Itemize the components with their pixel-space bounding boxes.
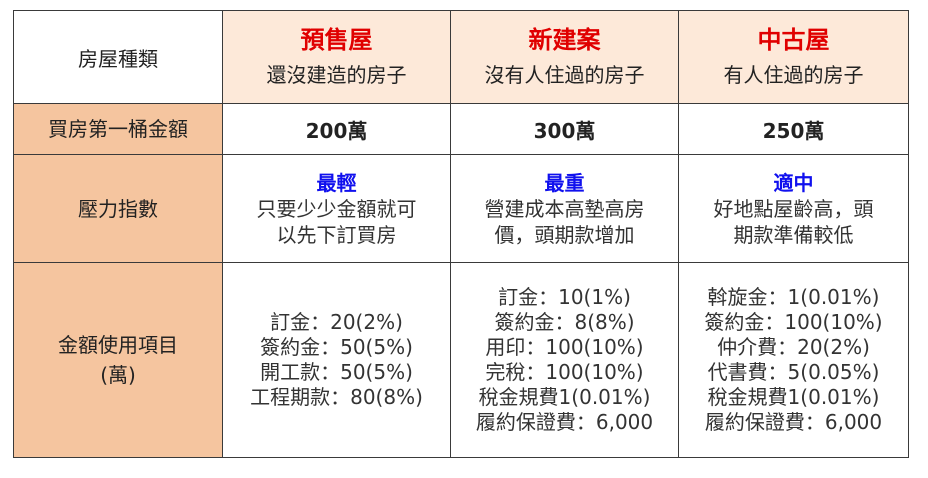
col-header-pre-owned: 中古屋 有人住過的房子	[678, 10, 909, 104]
list-item: 開工款：50(5%)	[260, 360, 413, 384]
col-title: 中古屋	[757, 26, 830, 54]
list-item: 簽約金：100(10%)	[704, 310, 883, 334]
col-header-presale: 預售屋 還沒建造的房子	[222, 10, 451, 104]
stress-level: 最重	[544, 170, 585, 195]
stress-desc-line: 只要少少金額就可	[256, 196, 417, 221]
stress-cell: 適中 好地點屋齡高，頭 期款準備較低	[678, 154, 909, 263]
first-payment-value: 250萬	[678, 103, 909, 155]
col-title: 新建案	[528, 26, 601, 54]
stress-index-row: 壓力指數 最輕 只要少少金額就可 以先下訂買房 最重 營建成本高墊高房 價，頭期…	[13, 154, 909, 263]
header-row: 房屋種類 預售屋 還沒建造的房子 新建案 沒有人住過的房子 中古屋 有人住過的房…	[13, 10, 909, 104]
items-label-line: 金額使用項目	[58, 333, 178, 357]
list-item: 簽約金：50(5%)	[260, 335, 413, 359]
items-cell: 訂金：10(1%) 簽約金：8(8%) 用印：100(10%) 完稅：100(1…	[450, 262, 679, 458]
list-item: 工程期款：80(8%)	[250, 385, 423, 409]
col-header-new-build: 新建案 沒有人住過的房子	[450, 10, 679, 104]
stress-desc-line: 期款準備較低	[733, 222, 854, 247]
list-item: 履約保證費：6,000	[475, 410, 654, 434]
first-payment-value: 300萬	[450, 103, 679, 155]
first-payment-value: 200萬	[222, 103, 451, 155]
house-comparison-table: 房屋種類 預售屋 還沒建造的房子 新建案 沒有人住過的房子 中古屋 有人住過的房…	[13, 10, 909, 458]
list-item: 訂金：10(1%)	[498, 285, 631, 309]
stress-desc-line: 價，頭期款增加	[494, 222, 635, 247]
list-item: 稅金規費1(0.01%)	[707, 385, 880, 409]
items-row: 金額使用項目 (萬) 訂金：20(2%) 簽約金：50(5%) 開工款：50(5…	[13, 262, 909, 458]
list-item: 訂金：20(2%)	[270, 310, 403, 334]
list-item: 履約保證費：6,000	[704, 410, 883, 434]
list-item: 簽約金：8(8%)	[494, 310, 635, 334]
stress-level: 最輕	[316, 170, 357, 195]
list-item: 斡旋金：1(0.01%)	[707, 285, 880, 309]
stress-level: 適中	[773, 170, 814, 195]
list-item: 代書費：5(0.05%)	[707, 360, 880, 384]
list-item: 完稅：100(10%)	[485, 360, 644, 384]
stress-index-label: 壓力指數	[13, 154, 223, 263]
stress-cell: 最輕 只要少少金額就可 以先下訂買房	[222, 154, 451, 263]
col-subtitle: 有人住過的房子	[723, 63, 864, 87]
first-payment-label: 買房第一桶金額	[13, 103, 223, 155]
col-subtitle: 還沒建造的房子	[266, 63, 407, 87]
list-item: 稅金規費1(0.01%)	[478, 385, 651, 409]
items-cell: 斡旋金：1(0.01%) 簽約金：100(10%) 仲介費：20(2%) 代書費…	[678, 262, 909, 458]
list-item: 用印：100(10%)	[485, 335, 644, 359]
stress-cell: 最重 營建成本高墊高房 價，頭期款增加	[450, 154, 679, 263]
items-cell: 訂金：20(2%) 簽約金：50(5%) 開工款：50(5%) 工程期款：80(…	[222, 262, 451, 458]
first-payment-row: 買房第一桶金額 200萬 300萬 250萬	[13, 103, 909, 155]
items-label: 金額使用項目 (萬)	[13, 262, 223, 458]
stress-desc-line: 營建成本高墊高房	[484, 196, 645, 221]
type-label: 房屋種類	[13, 10, 223, 104]
col-title: 預售屋	[300, 26, 373, 54]
stress-desc-line: 好地點屋齡高，頭	[713, 196, 874, 221]
col-subtitle: 沒有人住過的房子	[484, 63, 645, 87]
stress-desc-line: 以先下訂買房	[276, 222, 397, 247]
items-label-unit: (萬)	[100, 363, 136, 387]
list-item: 仲介費：20(2%)	[717, 335, 870, 359]
